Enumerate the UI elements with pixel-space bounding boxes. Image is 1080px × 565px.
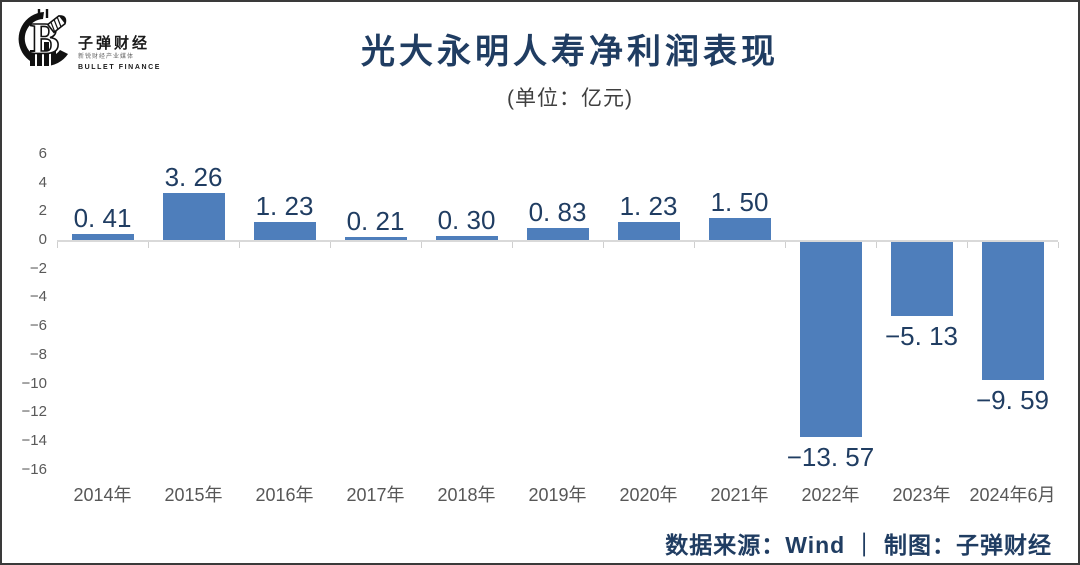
bullet-icon — [46, 15, 67, 34]
bar-value-label: −13. 57 — [786, 441, 875, 472]
bar — [71, 234, 134, 240]
bar-value-label: 1. 50 — [710, 187, 769, 218]
bar-value-label: 0. 41 — [73, 203, 132, 234]
brand-tagline: 新锐财经产业媒体 — [78, 54, 135, 60]
bar-value-label: 1. 23 — [619, 191, 678, 222]
brand-name-en: BULLET FINANCE — [78, 64, 162, 71]
x-axis-tick — [330, 242, 331, 248]
x-axis-tick — [785, 242, 786, 248]
bar — [981, 242, 1044, 380]
bar — [799, 242, 862, 437]
page-title: 光大永明人寿净利润表现 — [361, 33, 779, 71]
bar-value-label: 0. 83 — [528, 197, 587, 228]
bar — [890, 242, 953, 316]
x-axis-line — [57, 240, 1058, 242]
x-axis-tick-label: 2014年 — [73, 485, 132, 505]
y-axis-tick-label: −16 — [21, 460, 47, 478]
bar-value-label: 0. 30 — [437, 204, 496, 235]
bar — [344, 236, 407, 240]
x-axis-tick-label: 2017年 — [346, 485, 405, 505]
y-axis-tick-label: 4 — [38, 173, 47, 191]
bar-value-label: −5. 13 — [884, 320, 958, 351]
x-axis-tick — [694, 242, 695, 248]
bar-value-label: 1. 23 — [255, 191, 314, 222]
bar — [617, 222, 680, 240]
bar-value-label: −9. 59 — [975, 384, 1049, 415]
y-axis-tick-label: −14 — [21, 431, 47, 449]
bar — [526, 228, 589, 240]
x-axis-tick — [148, 242, 149, 248]
x-axis-tick-label: 2020年 — [619, 485, 678, 505]
bullet-finance-logo: B 子弹财经 新锐财经产业媒体 BULLET FINANCE — [14, 6, 194, 76]
y-axis-tick-label: 2 — [38, 202, 47, 220]
x-axis-tick — [967, 242, 968, 248]
y-axis-tick-label: −4 — [29, 288, 47, 306]
bar — [253, 222, 316, 240]
y-axis-tick-label: −2 — [29, 259, 47, 277]
bar-value-label: 3. 26 — [164, 162, 223, 193]
x-axis-tick-label: 2024年6月 — [969, 485, 1056, 505]
unit-subtitle: (单位：亿元) — [507, 87, 633, 110]
y-axis-tick-label: 6 — [38, 144, 47, 162]
source-credit: 数据来源：Wind ｜ 制图：子弹财经 — [665, 532, 1052, 558]
y-axis-tick-label: −12 — [21, 403, 47, 421]
y-axis-tick-label: −6 — [29, 317, 47, 335]
x-axis-tick-label: 2022年 — [801, 485, 860, 505]
x-axis-tick — [876, 242, 877, 248]
x-axis-tick — [239, 242, 240, 248]
x-axis-tick — [603, 242, 604, 248]
x-axis-tick-label: 2015年 — [164, 485, 223, 505]
x-axis-tick — [512, 242, 513, 248]
y-axis-tick-label: −8 — [29, 345, 47, 363]
y-axis-tick-label: 0 — [38, 231, 47, 248]
y-axis-tick-label: −10 — [21, 374, 47, 392]
x-axis-tick-label: 2018年 — [437, 485, 496, 505]
bar — [708, 218, 771, 240]
x-axis-tick-label: 2019年 — [528, 485, 587, 505]
bar-value-label: 0. 21 — [346, 205, 405, 236]
brand-name: 子弹财经 — [78, 35, 151, 52]
x-axis-tick-label: 2021年 — [710, 485, 769, 505]
x-axis-tick-label: 2016年 — [255, 485, 314, 505]
x-axis-tick — [1058, 242, 1059, 248]
x-axis-tick-label: 2023年 — [892, 485, 951, 505]
x-axis-tick — [57, 242, 58, 248]
bar — [435, 235, 498, 240]
x-axis-tick — [421, 242, 422, 248]
bullet-coin-chart-icon: B — [18, 9, 68, 66]
bar — [162, 193, 225, 240]
